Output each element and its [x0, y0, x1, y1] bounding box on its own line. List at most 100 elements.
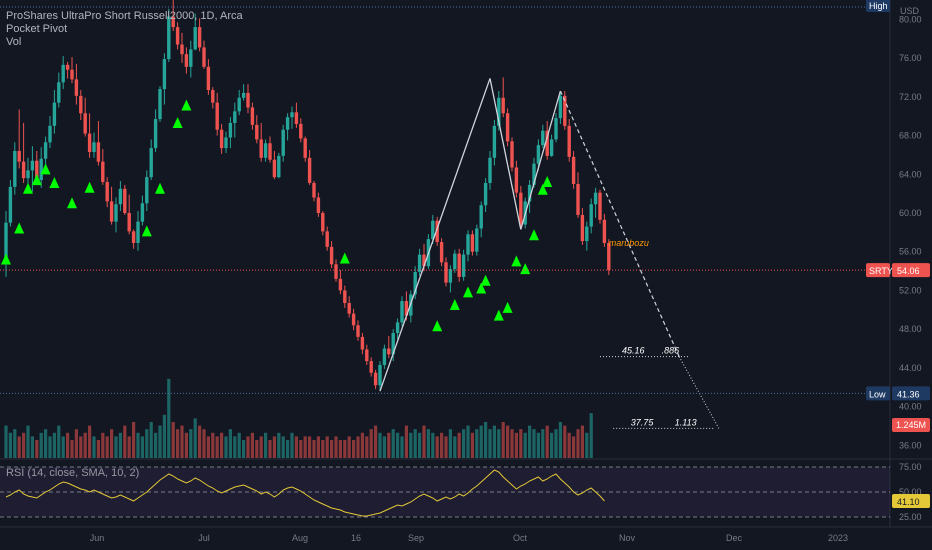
candle-body — [439, 242, 444, 263]
price-tick-label: 44.00 — [899, 363, 922, 373]
volume-bar — [171, 422, 175, 458]
candle-body — [576, 183, 580, 215]
volume-bar — [308, 436, 312, 458]
candle-body — [435, 220, 439, 243]
volume-bar — [26, 425, 30, 458]
candle-body — [602, 219, 607, 243]
time-tick-label: Jun — [90, 533, 105, 543]
candle-body — [457, 253, 461, 277]
candle-body — [17, 151, 21, 162]
pattern-line — [489, 78, 522, 230]
candle-body — [206, 66, 211, 91]
candle-body — [404, 301, 409, 316]
volume-bar — [101, 432, 105, 458]
volume-bar — [224, 436, 228, 458]
candle-body — [26, 170, 30, 179]
time-tick-label: 16 — [351, 533, 361, 543]
marubozu-annotation: marubozu — [609, 238, 649, 248]
candle-body — [197, 27, 202, 48]
candle-body — [413, 272, 417, 295]
candle-body — [373, 372, 378, 386]
pocket-pivot-marker — [493, 309, 504, 321]
time-tick-label: Sep — [408, 533, 424, 543]
candle-body — [48, 125, 52, 143]
volume-bar — [70, 440, 74, 458]
volume-bar — [132, 422, 136, 458]
volume-bar — [409, 432, 413, 458]
volume-bar — [211, 432, 215, 458]
candle-body — [303, 138, 307, 158]
low-value: 41.36 — [897, 389, 920, 399]
volume-bar — [448, 429, 452, 458]
volume-bar — [413, 429, 417, 458]
volume-bar — [567, 432, 571, 458]
candle-body — [127, 212, 131, 232]
chart-legend: ProShares UltraPro Short Russell2000, 1D… — [6, 10, 243, 49]
volume-bar — [198, 425, 202, 458]
candle-body — [475, 228, 479, 252]
pocket-pivot-marker — [511, 255, 522, 267]
volume-bar — [488, 429, 492, 458]
candle-body — [79, 95, 83, 114]
candle-body — [395, 322, 400, 334]
candle-body — [35, 160, 39, 181]
volume-bar — [264, 432, 268, 458]
projection-dashed-line — [559, 90, 680, 357]
candle-body — [343, 290, 347, 304]
volume-bar — [180, 425, 184, 458]
candle-body — [360, 336, 365, 350]
volume-bar — [387, 432, 391, 458]
candle-body — [325, 231, 329, 247]
candle-body — [246, 92, 250, 108]
volume-bar — [281, 436, 285, 458]
volume-bar — [374, 425, 378, 458]
volume-bar — [8, 432, 12, 458]
volume-bar — [400, 436, 404, 458]
volume-bar — [13, 429, 17, 458]
volume-bar — [110, 429, 114, 458]
candle-body — [483, 182, 488, 206]
candle-body — [391, 333, 395, 355]
candle-body — [400, 301, 404, 323]
volume-bar — [184, 432, 188, 458]
rsi-value-bg — [892, 494, 930, 508]
volume-bar — [30, 436, 34, 458]
volume-bar — [167, 378, 171, 458]
candle-body — [585, 226, 589, 242]
volume-bar — [536, 432, 540, 458]
candle-body — [118, 188, 123, 205]
price-tick-label: 56.00 — [899, 247, 922, 257]
candle-body — [479, 205, 483, 229]
volume-bar — [162, 414, 166, 458]
candle-body — [96, 142, 101, 162]
candle-body — [307, 157, 312, 183]
candle-body — [149, 148, 153, 178]
candle-body — [461, 254, 466, 277]
low-badge-bg — [866, 386, 890, 401]
candle-body — [61, 64, 65, 83]
candle-body — [338, 278, 343, 291]
candle-body — [501, 97, 505, 114]
pocket-pivot-marker — [502, 301, 513, 313]
candle-body — [514, 167, 519, 193]
candle-body — [241, 92, 246, 98]
candle-body — [431, 220, 435, 240]
candle-body — [281, 129, 285, 156]
candle-body — [536, 145, 541, 164]
candle-body — [369, 361, 373, 373]
volume-bar — [220, 432, 224, 458]
candle-body — [57, 82, 61, 103]
candle-body — [39, 158, 43, 181]
candle-body — [136, 221, 140, 243]
pocket-pivot-marker — [84, 181, 95, 193]
volume-bar — [268, 440, 272, 458]
pocket-pivot-marker — [172, 116, 183, 128]
price-tick-label: 80.00 — [899, 14, 922, 24]
candle-body — [470, 234, 475, 252]
symbol-badge: SRTY — [869, 266, 893, 276]
volume-bar — [22, 432, 26, 458]
time-tick-label: 2023 — [828, 533, 848, 543]
volume-bar — [66, 432, 70, 458]
volume-bar — [514, 432, 518, 458]
